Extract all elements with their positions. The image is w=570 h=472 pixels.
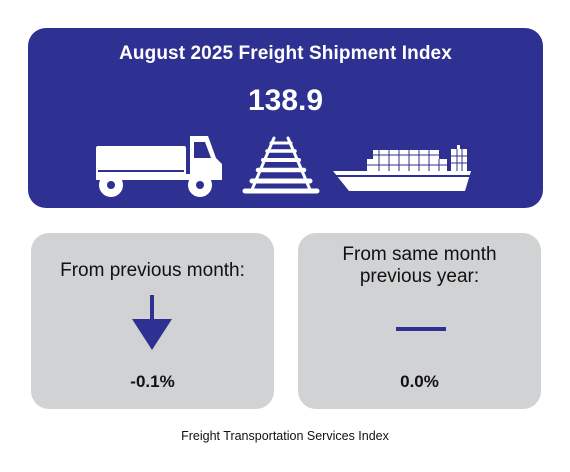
previous-month-card: From previous month: -0.1%: [31, 233, 274, 409]
truck-icon: [96, 136, 222, 197]
container-ship-icon: [333, 145, 471, 191]
footer-caption: Freight Transportation Services Index: [181, 429, 389, 443]
arrow-down-icon: [132, 295, 172, 350]
header-panel: August 2025 Freight Shipment Index 138.9: [28, 28, 543, 208]
flat-dash-icon: [396, 327, 446, 331]
previous-month-label-text: From previous month:: [60, 260, 245, 281]
index-title: August 2025 Freight Shipment Index: [119, 43, 452, 64]
previous-year-label: From same month previous year:: [298, 244, 541, 288]
previous-year-label-line2: previous year:: [359, 266, 480, 287]
previous-month-value: -0.1%: [130, 372, 175, 391]
previous-year-card: From same month previous year: 0.0%: [298, 233, 541, 409]
previous-year-label-line1: From same month: [342, 244, 497, 265]
previous-year-value: 0.0%: [400, 372, 439, 391]
previous-month-label: From previous month:: [31, 260, 274, 282]
railroad-track-icon: [242, 136, 320, 194]
index-value: 138.9: [247, 84, 324, 117]
